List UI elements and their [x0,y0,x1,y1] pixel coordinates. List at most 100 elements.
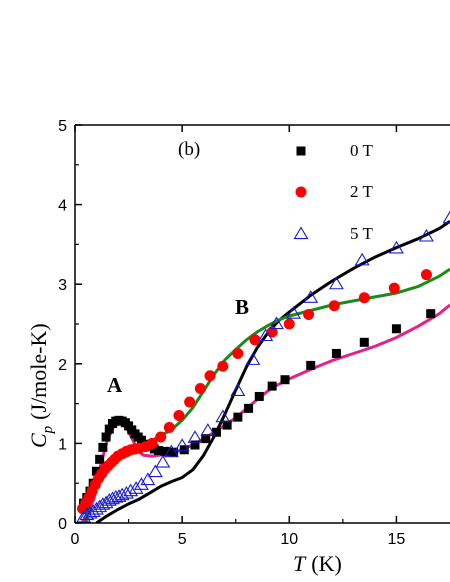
x-tick-label: 15 [388,531,406,548]
data-point-series-0 [267,381,277,391]
data-point-series-2 [354,252,370,266]
data-point-series-2 [215,409,231,423]
data-point-series-1 [163,421,175,433]
data-point-series-1 [358,292,370,304]
data-point-series-2 [442,210,450,224]
data-point-series-0 [179,445,189,455]
data-point-series-0 [91,466,101,476]
data-point-series-1 [303,308,315,320]
data-point-series-2 [88,501,104,515]
legend-symbol-1 [295,186,307,198]
data-point-series-2 [163,444,179,458]
y-tick-label: 5 [58,118,67,135]
data-point-series-2 [388,240,404,254]
data-point-series-2 [105,491,120,505]
y-tick-label: 4 [58,198,67,215]
y-axis-label: Cp(J/mole-K) [26,323,56,448]
legend-marker-2T [295,186,307,198]
data-point-series-1 [249,334,261,346]
data-point-series-0 [169,447,179,457]
x-tick-label: 5 [178,531,187,548]
data-point-series-1 [194,382,206,394]
axes: 0 5 10 15 0 1 2 3 4 5 [58,118,450,548]
x-tick-label: 10 [280,531,298,548]
legend-marker-0T [296,146,306,156]
legend-symbol-2 [293,226,309,240]
data-point-series-2 [245,352,261,365]
data-point-series-1 [283,318,295,330]
data-point-series-0 [95,454,105,464]
data-point-series-2 [328,276,344,290]
data-point-series-0 [222,420,232,430]
data-point-series-1 [420,269,432,281]
data-point-series-2 [111,489,127,502]
x-axis-label: T (K) [293,551,342,576]
data-point-series-2 [174,438,190,451]
data-point-series-1 [217,360,229,372]
data-point-series-0 [280,375,290,385]
fit-curve-1 [95,220,450,523]
data-point-series-2 [200,423,216,436]
data-point-series-2 [82,505,98,519]
data-point-series-1 [173,410,185,422]
legend-label-5T: 5 T [350,224,373,243]
data-point-series-2 [147,464,163,478]
fit-curves [80,220,450,523]
data-point-series-1 [204,370,216,382]
x-tick-label: 0 [71,531,80,548]
data-point-series-0 [98,442,108,452]
data-point-series-0 [201,434,211,444]
data-point-series-0 [190,440,200,450]
data-point-series-2 [128,481,144,494]
annotation-b: B [235,295,249,319]
y-tick-label: 2 [58,357,67,374]
data-point-series-2 [268,316,284,330]
data-point-series-0 [426,309,436,319]
data-point-series-2 [230,383,246,396]
data-point-series-0 [233,412,243,422]
data-point-series-0 [154,446,164,456]
data-point-series-0 [101,432,111,442]
data-point-series-0 [244,403,254,413]
data-point-series-2 [286,306,302,319]
data-point-series-2 [108,489,124,503]
data-point-series-0 [359,337,369,347]
data-point-series-1 [184,396,196,408]
data-point-series-2 [133,477,149,490]
data-points [76,210,450,523]
data-point-series-2 [101,493,117,506]
data-point-series-2 [85,504,101,517]
legend-label-2T: 2 T [350,182,373,201]
annotation-a: A [107,373,123,397]
legend-label-0T: 0 T [350,141,373,160]
data-point-series-0 [160,446,170,456]
y-tick-label: 3 [58,277,67,294]
data-point-series-2 [187,430,203,443]
y-tick-label: 0 [58,516,67,533]
data-point-series-1 [155,431,167,443]
data-point-series-1 [232,347,244,359]
data-point-series-2 [258,328,274,342]
data-point-series-0 [104,424,114,434]
y-tick-label: 1 [58,436,67,453]
fit-curve-2 [84,267,450,523]
data-point-series-2 [92,499,108,513]
data-point-series-0 [331,348,341,358]
data-point-series-1 [388,282,400,294]
panel-tag: (b) [178,139,200,160]
legend: 0 T 2 T 5 T [293,141,373,243]
data-point-series-0 [254,391,264,401]
data-point-series-0 [211,427,221,437]
data-point-series-2 [123,483,139,497]
legend-marker-5T [293,226,309,240]
data-point-series-1 [146,437,158,449]
data-point-series-1 [328,300,340,312]
data-point-series-2 [155,454,171,468]
data-point-series-0 [391,324,401,334]
legend-symbol-0 [296,146,306,156]
data-point-series-2 [418,228,434,242]
data-point-series-2 [140,472,156,486]
data-point-series-2 [303,290,319,303]
data-point-series-0 [306,360,316,370]
